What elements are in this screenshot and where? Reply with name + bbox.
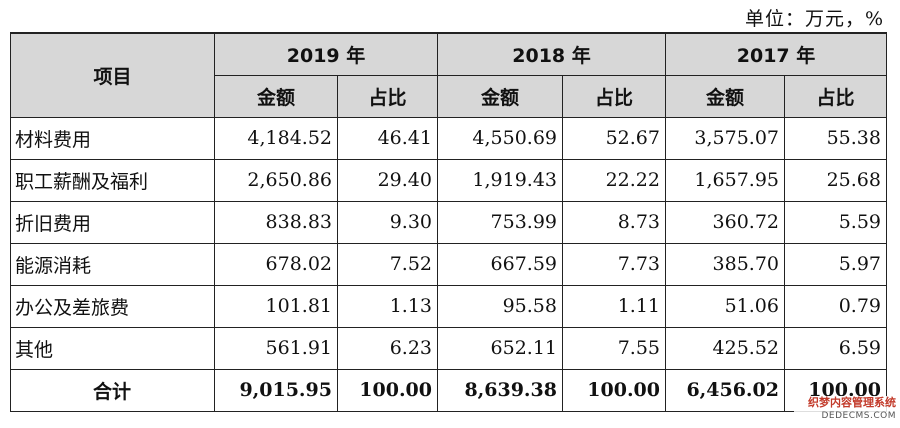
watermark-text: 织梦内容管理系统 [808,396,896,409]
table-row: 能源消耗 678.02 7.52 667.59 7.73 385.70 5.97 [10,242,887,286]
cell-ratio: 55.38 [784,116,887,160]
header-item: 项目 [10,32,215,118]
cell-amount: 667.59 [437,242,563,286]
cell-ratio: 0.79 [784,284,887,328]
cell-amount: 753.99 [437,200,563,244]
header-amount: 金额 [214,74,338,118]
header-amount: 金额 [665,74,785,118]
table-row: 折旧费用 838.83 9.30 753.99 8.73 360.72 5.59 [10,200,887,244]
cell-ratio: 46.41 [337,116,438,160]
cell-amount: 360.72 [665,200,785,244]
header-row-years: 项目 2019 年 2018 年 2017 年 [10,32,887,118]
cell-ratio: 7.73 [562,242,666,286]
cell-amount: 9,015.95 [214,368,338,412]
cell-ratio: 22.22 [562,158,666,202]
cell-ratio: 8.73 [562,200,666,244]
table-row: 职工薪酬及福利 2,650.86 29.40 1,919.43 22.22 1,… [10,158,887,202]
row-label: 能源消耗 [10,242,215,286]
table-row: 办公及差旅费 101.81 1.13 95.58 1.11 51.06 0.79 [10,284,887,328]
table-row: 其他 561.91 6.23 652.11 7.55 425.52 6.59 [10,326,887,370]
cell-ratio: 29.40 [337,158,438,202]
cell-amount: 1,919.43 [437,158,563,202]
cell-ratio: 100.00 [337,368,438,412]
header-year-2019: 2019 年 [214,32,438,76]
cell-ratio: 7.55 [562,326,666,370]
row-label: 职工薪酬及福利 [10,158,215,202]
cost-table: 项目 2019 年 2018 年 2017 年 金额 占比 金额 占比 金额 占… [10,32,887,412]
cell-ratio: 1.11 [562,284,666,328]
row-label: 其他 [10,326,215,370]
row-label: 材料费用 [10,116,215,160]
cell-amount: 51.06 [665,284,785,328]
cell-amount: 838.83 [214,200,338,244]
cell-amount: 3,575.07 [665,116,785,160]
cell-amount: 561.91 [214,326,338,370]
header-ratio: 占比 [562,74,666,118]
cell-amount: 385.70 [665,242,785,286]
cell-amount: 678.02 [214,242,338,286]
cell-amount: 95.58 [437,284,563,328]
header-amount: 金额 [437,74,563,118]
cell-amount: 1,657.95 [665,158,785,202]
cell-ratio: 25.68 [784,158,887,202]
cell-ratio: 5.97 [784,242,887,286]
cell-ratio: 100.00 [562,368,666,412]
cell-ratio: 7.52 [337,242,438,286]
cell-amount: 6,456.02 [665,368,785,412]
total-row: 合计 9,015.95 100.00 8,639.38 100.00 6,456… [10,368,887,412]
header-year-2017: 2017 年 [665,32,887,76]
cell-ratio: 1.13 [337,284,438,328]
cell-amount: 652.11 [437,326,563,370]
watermark-logo: 织梦内容管理系统 DEDECMS.COM [794,396,896,424]
row-label: 折旧费用 [10,200,215,244]
row-label: 办公及差旅费 [10,284,215,328]
cell-amount: 425.52 [665,326,785,370]
header-year-2018: 2018 年 [437,32,666,76]
header-ratio: 占比 [337,74,438,118]
table-row: 材料费用 4,184.52 46.41 4,550.69 52.67 3,575… [10,116,887,160]
cell-amount: 4,184.52 [214,116,338,160]
cell-amount: 8,639.38 [437,368,563,412]
watermark-domain: DEDECMS.COM [821,411,896,421]
cell-ratio: 6.23 [337,326,438,370]
header-row-metrics: 金额 占比 金额 占比 金额 占比 [11,74,887,118]
cell-ratio: 9.30 [337,200,438,244]
unit-label: 单位：万元，% [744,8,884,30]
cell-ratio: 52.67 [562,116,666,160]
cell-ratio: 5.59 [784,200,887,244]
header-ratio: 占比 [784,74,887,118]
cell-ratio: 6.59 [784,326,887,370]
cell-amount: 4,550.69 [437,116,563,160]
cell-amount: 2,650.86 [214,158,338,202]
total-label: 合计 [10,368,215,412]
cell-amount: 101.81 [214,284,338,328]
